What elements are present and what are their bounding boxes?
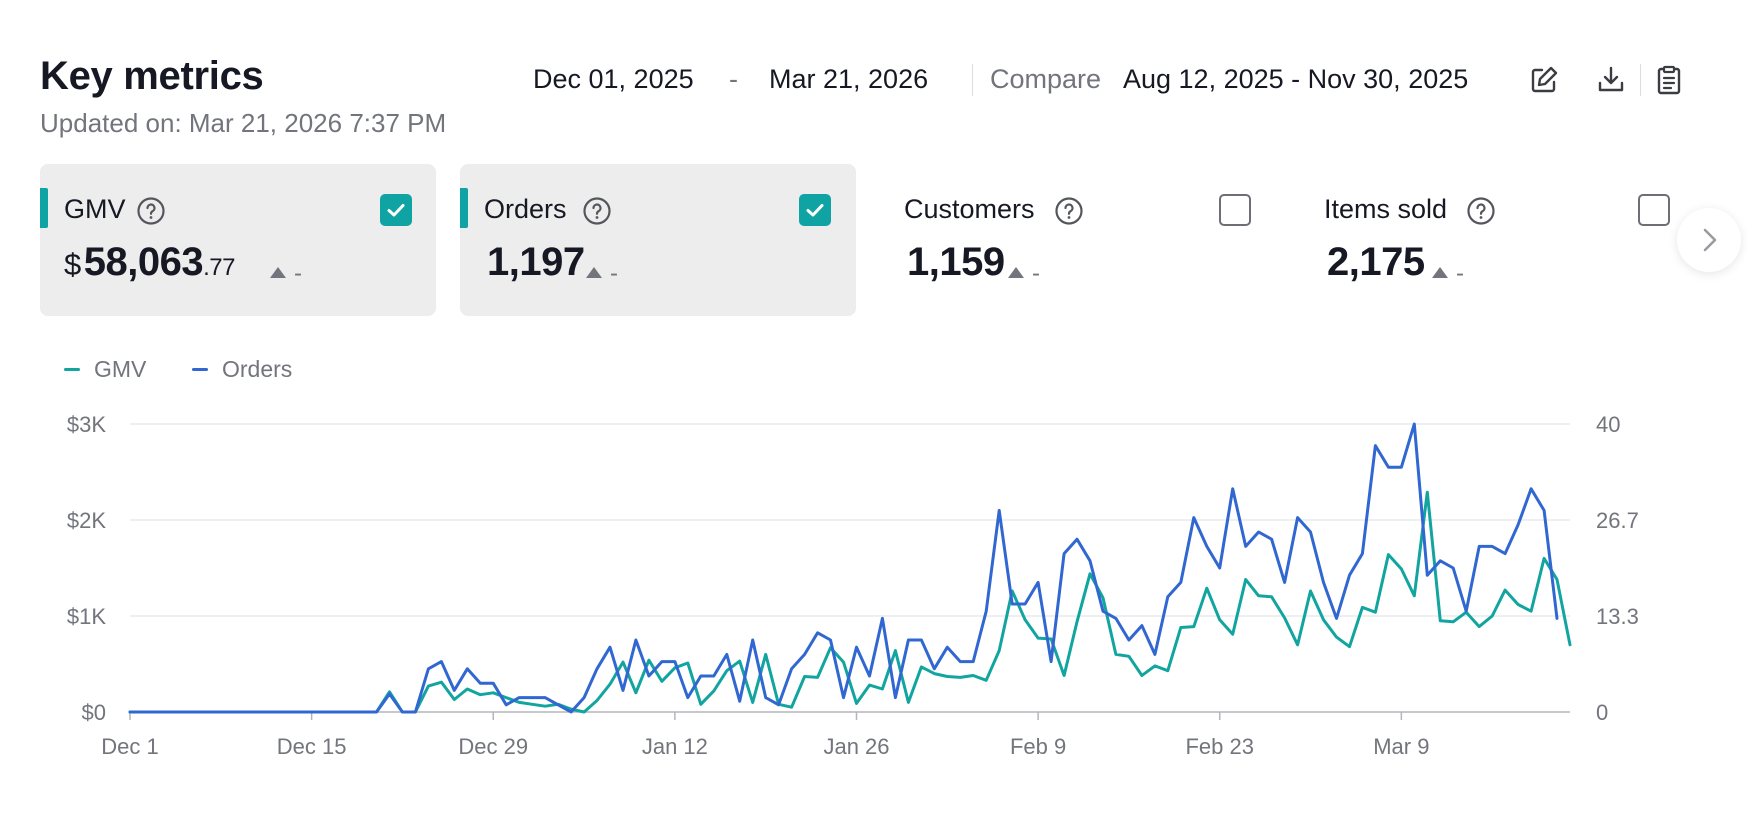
card-accent [460,188,468,228]
card-checkbox[interactable] [1219,194,1251,226]
y-right-tick-label: 0 [1596,700,1608,725]
card-trend: - [1432,260,1464,288]
x-tick-label: Dec 15 [277,734,347,759]
y-left-tick-label: $0 [82,700,106,725]
download-icon[interactable] [1593,62,1629,98]
trend-up-icon [1008,267,1024,278]
help-icon[interactable] [136,196,166,226]
compare-label: Compare [990,64,1102,94]
metric-card-orders[interactable]: Orders 1,197 - [460,164,856,316]
legend-item-gmv[interactable]: GMV [64,356,146,383]
x-tick-label: Jan 26 [823,734,889,759]
x-tick-label: Dec 1 [101,734,158,759]
card-value: $58,063.77 [64,240,235,284]
x-tick-label: Feb 23 [1185,734,1254,759]
y-left-tick-label: $3K [67,412,106,437]
date-range-start[interactable]: Dec 01, 2025 [533,64,694,94]
help-icon[interactable] [1054,196,1084,226]
check-icon [387,204,405,217]
x-tick-label: Feb 9 [1010,734,1066,759]
edit-icon[interactable] [1526,62,1562,98]
y-left-tick-label: $1K [67,604,106,629]
card-checkbox[interactable] [380,194,412,226]
card-accent [40,188,48,228]
series-line-gmv [128,490,1572,714]
card-checkbox[interactable] [1638,194,1670,226]
card-value: 1,159 [907,240,1005,284]
card-value: 1,197 [487,240,585,284]
toolbar-divider [1640,64,1641,96]
card-checkbox[interactable] [799,194,831,226]
y-right-tick-label: 40 [1596,412,1620,437]
trend-up-icon [1432,267,1448,278]
legend-swatch [64,368,80,371]
next-cards-button[interactable] [1677,208,1741,272]
card-trend: - [586,260,618,288]
date-range-end[interactable]: Mar 21, 2026 [769,64,929,94]
card-trend: - [1008,260,1040,288]
metric-card-gmv[interactable]: GMV $58,063.77 - [40,164,436,316]
card-title: Customers [904,194,1035,224]
trend-up-icon [586,267,602,278]
x-tick-label: Mar 9 [1373,734,1429,759]
y-left-tick-label: $2K [67,508,106,533]
chevron-right-icon [1703,228,1717,252]
metric-card-customers[interactable]: Customers 1,159 - [880,164,1276,316]
x-tick-label: Jan 12 [642,734,708,759]
card-value: 2,175 [1327,240,1425,284]
page-title: Key metrics [40,54,264,98]
x-tick-label: Dec 29 [458,734,528,759]
y-right-tick-label: 13.3 [1596,604,1639,629]
line-chart: $0 0 $1K 13.3 $2K 26.7 $3K 40 Dec 1 Dec 15 Dec 29 J… [67,412,1639,759]
card-title: GMV [64,194,126,224]
help-icon[interactable] [582,196,612,226]
date-range-separator: - [729,64,738,94]
header-divider [972,64,973,96]
compare-date-range[interactable]: Aug 12, 2025 - Nov 30, 2025 [1123,64,1469,94]
metric-card-items-sold[interactable]: Items sold 2,175 - [1300,164,1696,316]
card-title: Orders [484,194,567,224]
legend-item-orders[interactable]: Orders [192,356,292,383]
y-right-tick-label: 26.7 [1596,508,1639,533]
legend-swatch [192,368,208,371]
updated-timestamp: Updated on: Mar 21, 2026 7:37 PM [40,108,447,138]
check-icon [806,204,824,217]
card-trend: - [270,260,302,288]
help-icon[interactable] [1466,196,1496,226]
clipboard-icon[interactable] [1651,62,1687,98]
card-title: Items sold [1324,194,1448,224]
trend-up-icon [270,267,286,278]
series-line-orders [128,422,1559,714]
